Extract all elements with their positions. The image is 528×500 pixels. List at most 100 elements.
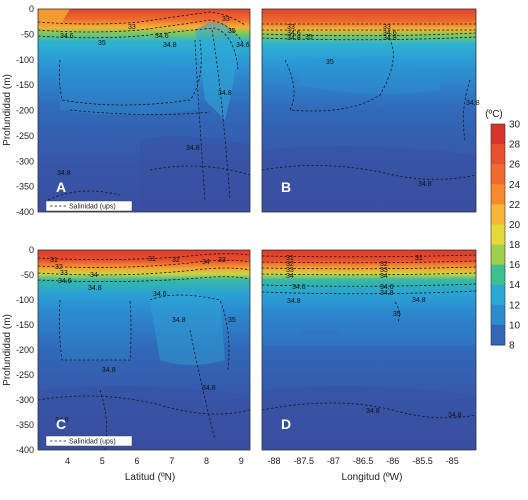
y-tick: -50: [21, 29, 34, 39]
x-axis-longitude: -88 -87.5 -87 -86.5 -86 -85.5 -85 Longit…: [267, 456, 458, 483]
contour-label: 34: [202, 259, 210, 266]
contour-label: 34.8: [172, 317, 186, 324]
contour-label: 34.8: [88, 285, 102, 292]
contour-label: 34.8: [418, 181, 432, 188]
panel-c-contours: [38, 253, 250, 450]
contour-label: 33: [60, 270, 68, 277]
contour-label: 34.8: [186, 145, 200, 152]
salinity-legend-a: Salinidad (ups): [45, 200, 133, 212]
panel-a: 34.6 33 35 34.6 34.8 33 35 34.6 34.8 34.…: [37, 8, 251, 213]
y-axis-top-left: 0 -50 -100 -150 -200 -250 -300 -350 -400: [16, 4, 34, 217]
contour-label: 34.8: [383, 35, 397, 42]
contour-label: 34: [90, 272, 98, 279]
contour-label: 32: [286, 261, 294, 268]
colorbar-cell: [491, 284, 505, 306]
panel-b-contour-labels: 33 34.6 34.8 35 33 34.6 34.8 35 34.8 34.…: [287, 24, 480, 188]
contour-label: 32: [172, 257, 180, 264]
salinity-legend-c: Salinidad (ups): [45, 435, 133, 447]
panel-b-contours: [262, 23, 476, 180]
y-tick: -250: [16, 131, 34, 141]
y-tick: -350: [16, 182, 34, 192]
x-tick: 7: [169, 456, 174, 466]
contour-label: 33: [128, 24, 136, 31]
x-tick: -87: [327, 456, 340, 466]
x-tick: -85: [446, 456, 459, 466]
contour-label: 31: [286, 255, 294, 262]
y-tick: -50: [21, 270, 34, 280]
contour-label: 34.8: [448, 412, 462, 419]
contour-label: 34.8: [287, 35, 301, 42]
y-tick: -200: [16, 345, 34, 355]
panel-c: 31 32 33 34 34.6 31 32 33 34.8 34.6 35 3…: [37, 249, 251, 451]
y-tick: -400: [16, 207, 34, 217]
x-tick: -88: [267, 456, 280, 466]
colorbar-cell: [491, 224, 505, 246]
colorbar-cell: [491, 144, 505, 165]
colorbar-cell: [491, 244, 505, 266]
panel-b-texture: [262, 58, 476, 212]
colorbar-tick-label: 16: [509, 260, 521, 271]
y-tick: 0: [29, 4, 34, 14]
contour-label: 34.6: [155, 33, 169, 40]
y-tick: -150: [16, 80, 34, 90]
contour-label: 34.8: [466, 100, 480, 107]
colorbar-cell: [491, 184, 505, 205]
contour-label: 34.8: [287, 298, 301, 305]
x-tick: 8: [204, 456, 209, 466]
legend-label: Salinidad (ups): [69, 439, 116, 446]
contour-label: 34: [380, 273, 388, 280]
x-axis-label-longitude: Longitud (ºW): [342, 472, 403, 483]
contour-label: 34.6: [287, 30, 301, 37]
x-axis-label-latitude: Latitud (ºN): [125, 472, 175, 483]
legend-label: Salinidad (ups): [69, 204, 116, 211]
contour-label: 34.8: [380, 290, 394, 297]
x-tick: 4: [65, 456, 70, 466]
contour-label: 34.8: [57, 170, 71, 177]
colorbar-tick-label: 10: [509, 320, 521, 331]
contour-label: 34.8: [55, 417, 69, 424]
x-tick: -85.5: [412, 456, 433, 466]
contour-label: 34.8: [218, 90, 232, 97]
y-tick: -250: [16, 370, 34, 380]
panel-d-field: [262, 250, 476, 450]
colorbar-tick-label: 28: [509, 140, 521, 151]
contour-label: 33: [380, 267, 388, 274]
y-tick: -400: [16, 445, 34, 455]
y-axis-label-bottom: Profundidad (m): [2, 314, 13, 386]
contour-label: 35: [98, 40, 106, 47]
colorbar-frame: [490, 123, 506, 346]
colorbar-tick-label: 30: [509, 120, 521, 131]
contour-label: 35: [228, 28, 236, 35]
contour-label: 34.6: [153, 291, 167, 298]
contour-label: 34.6: [383, 30, 397, 37]
contour-label: 33: [287, 24, 295, 31]
panel-a-contours: [38, 11, 250, 201]
contour-label: 35: [393, 311, 401, 318]
y-tick: -150: [16, 320, 34, 330]
contour-label: 34.8: [366, 408, 380, 415]
colorbar-tick-label: 18: [509, 240, 521, 251]
x-tick: -87.5: [293, 456, 314, 466]
contour-label: 35: [305, 34, 313, 41]
contour-label: 31: [148, 256, 156, 263]
panel-d-texture: [262, 320, 476, 450]
contour-label: 34.6: [58, 278, 72, 285]
y-tick: -200: [16, 106, 34, 116]
contour-label: 33: [218, 257, 226, 264]
x-tick: 9: [239, 456, 244, 466]
contour-label: 34.6: [60, 33, 74, 40]
colorbar: (ºC) 30 28 26 24 22 20 18 16 14 12 10 8: [485, 109, 520, 352]
colorbar-tick-label: 8: [509, 341, 515, 352]
y-tick: -100: [16, 55, 34, 65]
panel-label-b: B: [281, 179, 291, 195]
panel-c-field: [38, 250, 250, 450]
y-tick: -350: [16, 420, 34, 430]
colorbar-tick-label: 14: [509, 280, 521, 291]
panel-d-contours: [262, 254, 476, 419]
x-tick: -86.5: [353, 456, 374, 466]
contour-label: 34.6: [292, 284, 306, 291]
y-tick: -100: [16, 295, 34, 305]
panel-d-contour-labels: 31 32 33 34 34.6 31 32 33 34 34.6 34.8 3…: [286, 255, 462, 419]
colorbar-tick-label: 12: [509, 300, 521, 311]
x-axis-latitude: 4 5 6 7 8 9 Latitud (ºN): [65, 456, 244, 483]
